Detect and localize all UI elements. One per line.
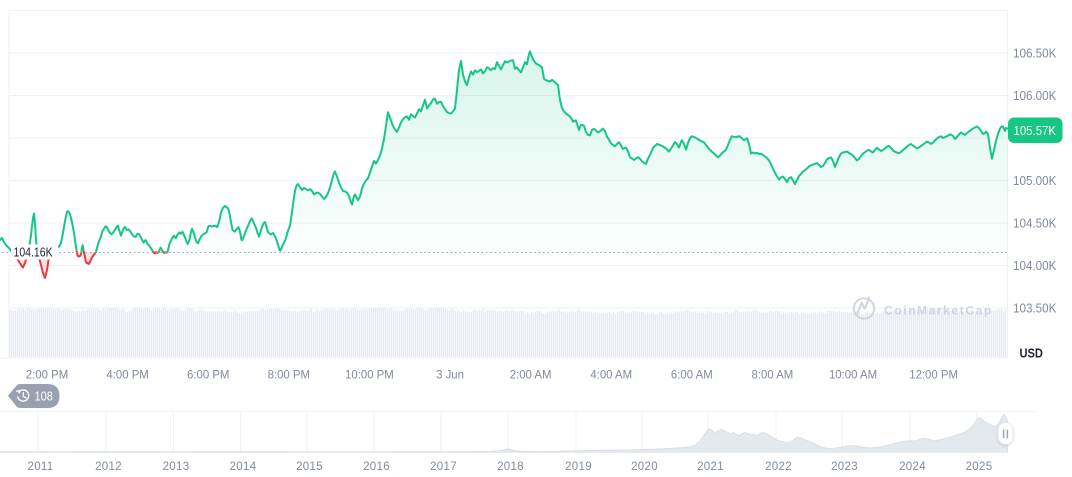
svg-text:2022: 2022 xyxy=(765,461,792,473)
svg-text:2023: 2023 xyxy=(831,461,858,473)
svg-text:105.00K: 105.00K xyxy=(1013,174,1056,188)
svg-text:105.57K: 105.57K xyxy=(1014,123,1057,138)
svg-text:CoinMarketCap: CoinMarketCap xyxy=(884,303,993,317)
svg-text:106.00K: 106.00K xyxy=(1013,89,1056,103)
svg-text:USD: USD xyxy=(1020,346,1044,361)
svg-text:4:00 PM: 4:00 PM xyxy=(106,368,148,381)
svg-text:10:00 PM: 10:00 PM xyxy=(345,368,394,381)
svg-text:2024: 2024 xyxy=(899,461,926,473)
svg-text:2014: 2014 xyxy=(230,461,257,473)
svg-text:2016: 2016 xyxy=(363,461,390,473)
svg-text:104.16K: 104.16K xyxy=(14,247,53,260)
svg-text:106.50K: 106.50K xyxy=(1013,46,1056,60)
svg-text:6:00 AM: 6:00 AM xyxy=(671,368,713,381)
svg-text:104.00K: 104.00K xyxy=(1013,259,1056,273)
svg-text:12:00 PM: 12:00 PM xyxy=(909,368,958,381)
svg-text:103.50K: 103.50K xyxy=(1013,301,1056,315)
svg-text:2021: 2021 xyxy=(697,461,724,473)
svg-text:8:00 AM: 8:00 AM xyxy=(752,368,794,381)
svg-text:2018: 2018 xyxy=(497,461,524,473)
svg-text:10:00 AM: 10:00 AM xyxy=(829,368,877,381)
svg-text:2:00 PM: 2:00 PM xyxy=(26,368,68,381)
svg-text:3 Jun: 3 Jun xyxy=(436,368,464,381)
svg-text:8:00 PM: 8:00 PM xyxy=(268,368,310,381)
svg-text:2012: 2012 xyxy=(95,461,122,473)
svg-text:2:00 AM: 2:00 AM xyxy=(510,368,552,381)
svg-text:108: 108 xyxy=(35,390,54,404)
svg-text:2011: 2011 xyxy=(28,461,54,473)
svg-text:2020: 2020 xyxy=(631,461,658,473)
svg-text:104.50K: 104.50K xyxy=(1013,216,1056,230)
svg-text:2015: 2015 xyxy=(296,461,323,473)
svg-text:2025: 2025 xyxy=(966,461,993,473)
svg-text:6:00 PM: 6:00 PM xyxy=(187,368,229,381)
svg-text:2013: 2013 xyxy=(163,461,190,473)
svg-text:2017: 2017 xyxy=(430,461,457,473)
svg-text:2019: 2019 xyxy=(565,461,592,473)
svg-text:4:00 AM: 4:00 AM xyxy=(590,368,632,381)
